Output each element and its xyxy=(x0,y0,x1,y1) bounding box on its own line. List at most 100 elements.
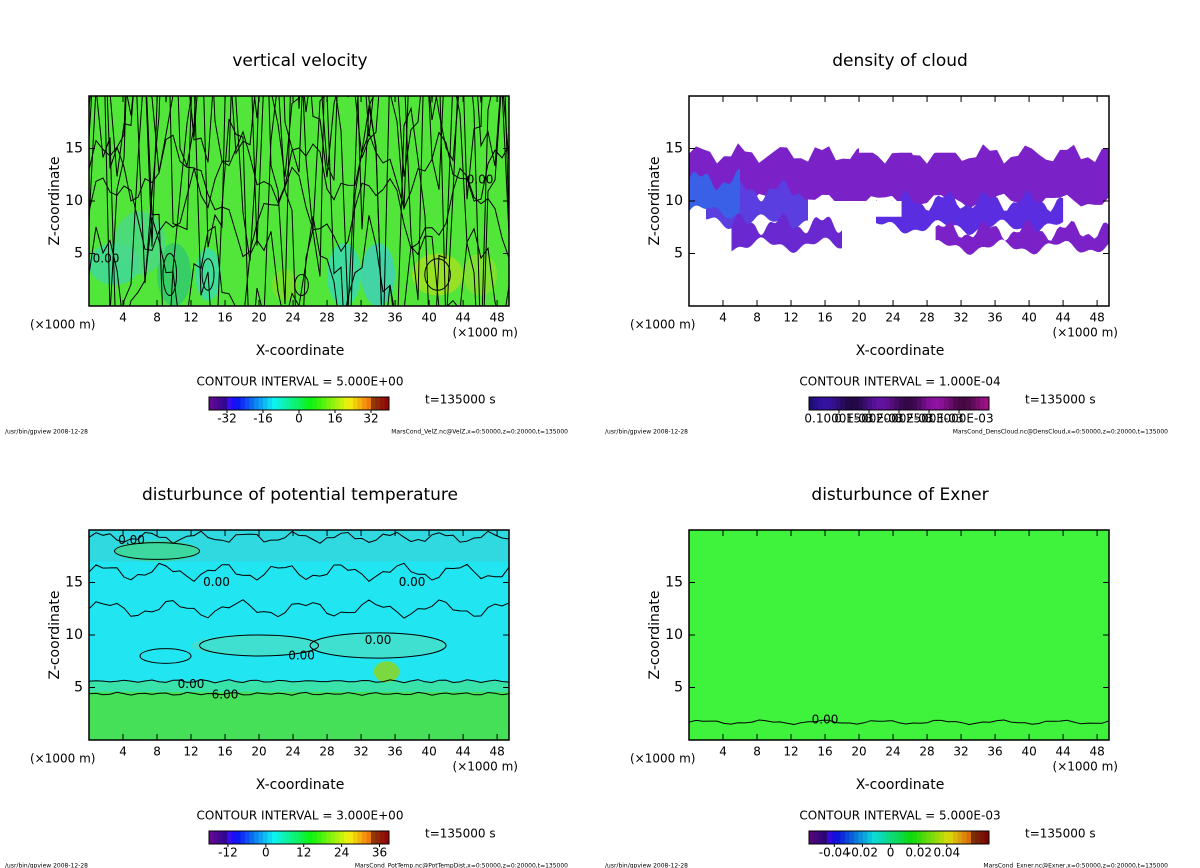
x-unit: (×1000 m) xyxy=(1053,760,1118,774)
x-tick-label: 36 xyxy=(987,311,1002,325)
contour-ring xyxy=(139,648,192,664)
colorbar-tick-label: 0.04 xyxy=(933,846,960,860)
colorbar-swatch xyxy=(245,831,250,844)
x-tick-label: 20 xyxy=(851,745,866,759)
colorbar-swatch xyxy=(317,831,322,844)
y-tick-label: 5 xyxy=(74,680,83,696)
contour-interval: CONTOUR INTERVAL = 3.000E+00 xyxy=(197,809,404,823)
colorbar-swatch xyxy=(267,397,273,410)
colorbar-swatch xyxy=(227,831,232,844)
colorbar-swatch xyxy=(899,397,904,410)
field xyxy=(689,530,1109,740)
time-label: t=135000 s xyxy=(425,393,496,407)
contour-label: 0.00 xyxy=(93,251,120,265)
colorbar-swatch xyxy=(285,397,291,410)
colorbar-swatch xyxy=(876,831,882,844)
colorbar-swatch xyxy=(926,397,931,410)
x-tick-label: 28 xyxy=(919,745,934,759)
contour-interval: CONTOUR INTERVAL = 5.000E+00 xyxy=(197,375,404,389)
colorbar-swatch xyxy=(966,831,972,844)
cloud-gap xyxy=(859,138,962,153)
contour-label: 0.00 xyxy=(467,173,494,187)
x-tick-label: 16 xyxy=(217,745,232,759)
contour-label: 0.00 xyxy=(203,575,230,589)
colorbar-swatch xyxy=(249,831,255,844)
colorbar-swatch xyxy=(321,397,327,410)
colorbar-swatch xyxy=(254,397,259,410)
colorbar-swatch xyxy=(218,397,223,410)
colorbar-swatch xyxy=(299,831,304,844)
panel-title: vertical velocity xyxy=(232,51,367,71)
colorbar-tick-label: 0.1500E-03 xyxy=(834,412,903,426)
colorbar-swatch xyxy=(858,831,864,844)
colorbar-swatch xyxy=(854,831,859,844)
colorbar-tick-label: 16 xyxy=(327,412,342,426)
colorbar-swatch xyxy=(290,397,295,410)
contour-ring xyxy=(199,634,320,657)
colorbar-swatch xyxy=(335,831,340,844)
x-tick-label: 20 xyxy=(251,311,266,325)
colorbar-swatch xyxy=(245,397,250,410)
colorbar-swatch xyxy=(299,397,304,410)
contour-label: 0.00 xyxy=(178,677,205,691)
contour-label: 0.00 xyxy=(399,575,426,589)
footer-left: /usr/bin/gpview 2008-12-28 xyxy=(605,429,688,436)
colorbar-swatch xyxy=(366,831,372,844)
colorbar-swatch xyxy=(294,831,300,844)
colorbar-tick-label: 0.3000E-03 xyxy=(924,412,993,426)
contour-line xyxy=(89,691,509,696)
panel-title: density of cloud xyxy=(832,51,968,71)
colorbar-swatch xyxy=(930,397,936,410)
colorbar-swatch xyxy=(258,831,264,844)
colorbar-swatch xyxy=(939,397,945,410)
colorbar-swatch xyxy=(231,397,237,410)
x-tick-label: 44 xyxy=(455,745,470,759)
colorbar-swatch xyxy=(849,397,855,410)
colorbar-swatch xyxy=(335,397,340,410)
contour-label: 6.00 xyxy=(212,687,239,701)
colorbar-tick-label: -0.04 xyxy=(819,846,850,860)
field-band xyxy=(89,691,509,740)
colorbar-swatch xyxy=(809,397,814,410)
colorbar-tick-label: -32 xyxy=(217,412,237,426)
colorbar-swatch xyxy=(303,397,309,410)
contour-line xyxy=(89,530,509,545)
contour-label: 0.00 xyxy=(288,649,315,663)
contour-interval: CONTOUR INTERVAL = 5.000E-03 xyxy=(799,809,1000,823)
contour-label: 0.00 xyxy=(118,533,145,547)
colorbar-swatch xyxy=(827,397,832,410)
time-label: t=135000 s xyxy=(1025,827,1096,841)
contour-ring xyxy=(294,274,309,296)
colorbar-swatch xyxy=(290,831,295,844)
colorbar-swatch xyxy=(227,397,232,410)
colorbar-swatch xyxy=(384,397,390,410)
colorbar-swatch xyxy=(303,831,309,844)
colorbar-swatch xyxy=(975,397,981,410)
colorbar-swatch xyxy=(939,831,945,844)
colorbar-swatch xyxy=(276,397,282,410)
y-axis-label: Z-coordinate xyxy=(47,156,63,245)
field-blob xyxy=(412,253,464,296)
colorbar-swatch xyxy=(863,831,868,844)
colorbar-swatch xyxy=(984,831,990,844)
colorbar-swatch xyxy=(930,831,936,844)
colorbar-swatch xyxy=(863,397,868,410)
colorbar-swatch xyxy=(813,831,819,844)
time-label: t=135000 s xyxy=(1025,393,1096,407)
x-tick-label: 24 xyxy=(285,311,300,325)
colorbar-swatch xyxy=(326,397,331,410)
contour-interval: CONTOUR INTERVAL = 1.000E-04 xyxy=(799,375,1000,389)
field-group xyxy=(89,530,509,740)
colorbar-swatch xyxy=(222,397,228,410)
x-tick-label: 4 xyxy=(719,745,727,759)
contour-ring xyxy=(309,632,447,659)
y-tick-label: 10 xyxy=(65,627,83,643)
colorbar-swatch xyxy=(330,831,336,844)
colorbar-swatch xyxy=(813,397,819,410)
x-unit: (×1000 m) xyxy=(630,752,695,766)
panel-title: disturbunce of potential temperature xyxy=(142,485,458,505)
colorbar-swatch xyxy=(380,831,385,844)
